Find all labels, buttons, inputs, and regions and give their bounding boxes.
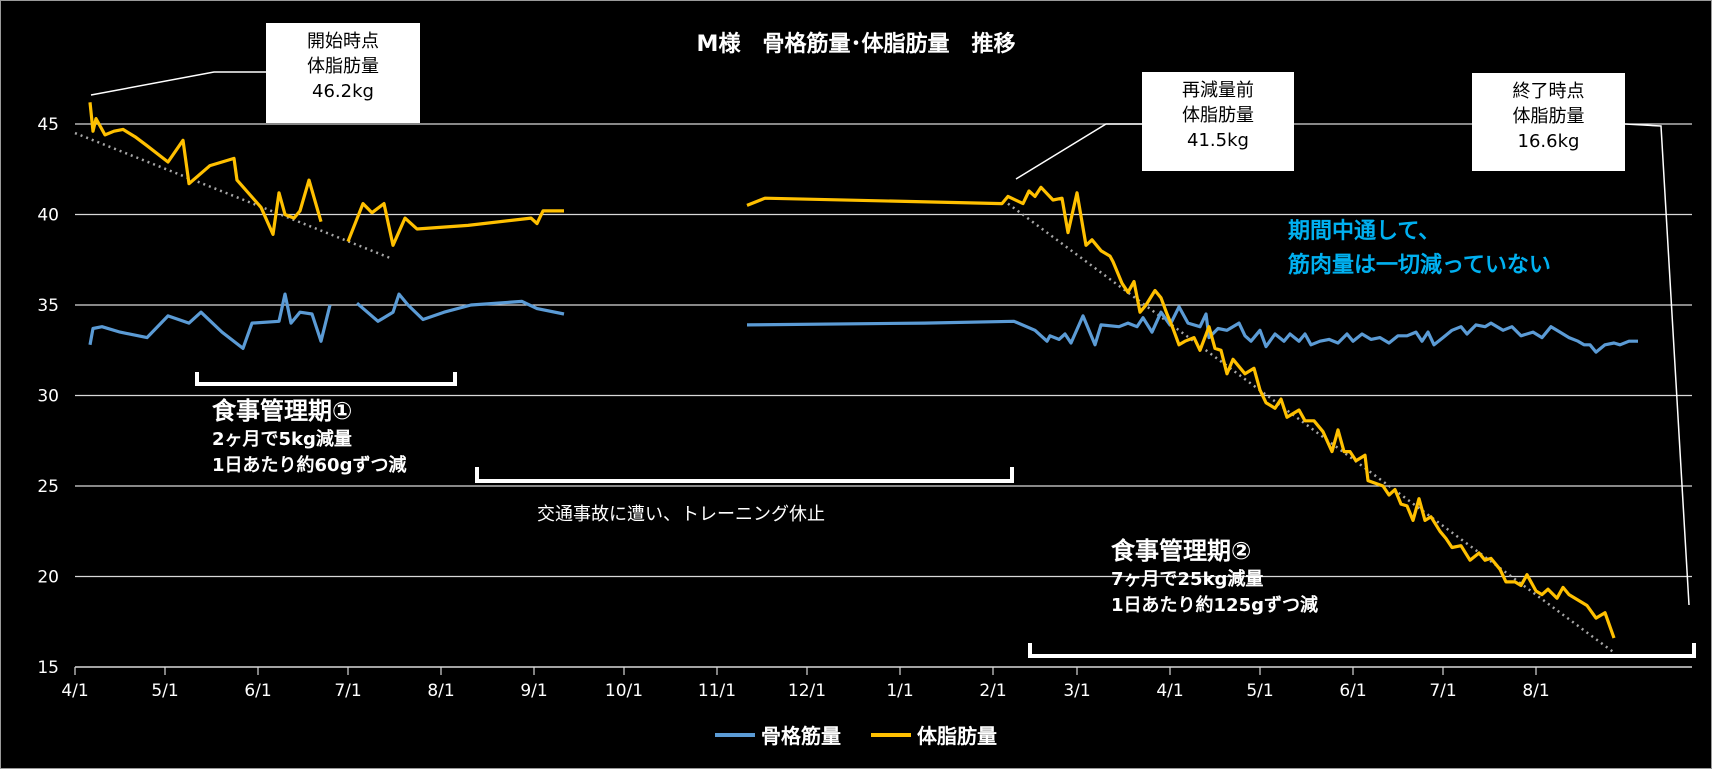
x-tick-label: 3/1 bbox=[1063, 681, 1090, 701]
x-tick-label: 4/1 bbox=[61, 681, 88, 701]
legend-item-fat: 体脂肪量 bbox=[871, 720, 997, 749]
start-callout-line1: 開始時点 bbox=[307, 31, 379, 52]
end-leader bbox=[1624, 123, 1690, 606]
x-tick-label: 11/1 bbox=[698, 681, 736, 701]
callout-leaders bbox=[90, 71, 1690, 606]
y-tick-label: 40 bbox=[37, 206, 59, 226]
muscle-series-line-1 bbox=[355, 292, 565, 323]
pre-callout-value: 41.5kg bbox=[1187, 130, 1249, 151]
phase2-bracket bbox=[1028, 643, 1696, 658]
x-tick-label: 4/1 bbox=[1156, 681, 1183, 701]
phase2-line2: 1日あたり約125gずつ減 bbox=[1111, 595, 1318, 616]
phase2-title: 食事管理期② bbox=[1111, 537, 1252, 565]
x-tick-label: 5/1 bbox=[151, 681, 178, 701]
end-callout-line1: 終了時点 bbox=[1512, 81, 1585, 102]
x-tick-label: 6/1 bbox=[244, 681, 271, 701]
accident-bracket bbox=[475, 467, 1014, 483]
end-callout-line2: 体脂肪量 bbox=[1512, 106, 1585, 127]
phase1-title: 食事管理期① bbox=[212, 397, 353, 425]
trendlines bbox=[74, 131, 1615, 654]
start-callout-value: 46.2kg bbox=[312, 81, 374, 102]
phase1-bracket bbox=[195, 372, 457, 386]
y-tick-label: 45 bbox=[37, 115, 59, 135]
start-callout: 開始時点 体脂肪量 46.2kg bbox=[266, 23, 420, 123]
period-brackets bbox=[195, 372, 1696, 658]
y-tick-label: 30 bbox=[37, 387, 59, 407]
x-tick-label: 1/1 bbox=[886, 681, 913, 701]
legend-label-fat: 体脂肪量 bbox=[917, 724, 997, 748]
phase2-note: 食事管理期② 7ヶ月で25kg減量 1日あたり約125gずつ減 bbox=[1111, 535, 1318, 619]
y-tick-label: 25 bbox=[37, 477, 59, 497]
axes: 15 20 25 30 35 40 45 4/1 5/1 6/1 7/1 8/1 9/1 10/1 11/1… bbox=[37, 115, 1692, 701]
pre-callout-line2: 体脂肪量 bbox=[1182, 105, 1254, 126]
end-callout: 終了時点 体脂肪量 16.6kg bbox=[1472, 73, 1625, 171]
x-tick-label: 7/1 bbox=[334, 681, 361, 701]
x-tick-label: 7/1 bbox=[1429, 681, 1456, 701]
x-tick-label: 8/1 bbox=[427, 681, 454, 701]
legend-item-muscle: 骨格筋量 bbox=[715, 720, 841, 749]
highlight-line2: 筋肉量は一切減っていない bbox=[1288, 253, 1551, 278]
muscle-highlight-note: 期間中通して、 筋肉量は一切減っていない bbox=[1288, 215, 1551, 283]
phase2-line1: 7ヶ月で25kg減量 bbox=[1111, 569, 1264, 590]
y-tick-label: 15 bbox=[37, 658, 59, 678]
x-tick-label: 8/1 bbox=[1522, 681, 1549, 701]
y-tick-label: 20 bbox=[37, 568, 59, 588]
start-leader bbox=[90, 71, 266, 96]
end-callout-value: 16.6kg bbox=[1517, 131, 1580, 152]
x-tick-label: 9/1 bbox=[520, 681, 547, 701]
start-callout-line2: 体脂肪量 bbox=[307, 56, 379, 77]
x-tick-label: 2/1 bbox=[979, 681, 1006, 701]
accident-note: 交通事故に遭い、トレーニング休止 bbox=[537, 504, 825, 525]
x-tick-label: 12/1 bbox=[788, 681, 826, 701]
x-tick-label: 5/1 bbox=[1246, 681, 1273, 701]
muscle-series-line-2 bbox=[746, 305, 1638, 354]
phase1-note: 食事管理期① 2ヶ月で5kg減量 1日あたり約60gずつ減 bbox=[212, 395, 406, 479]
data-series bbox=[88, 102, 1638, 639]
pre-callout-line1: 再減量前 bbox=[1182, 80, 1254, 101]
trendline-0 bbox=[74, 131, 391, 260]
phase1-line2: 1日あたり約60gずつ減 bbox=[212, 455, 407, 476]
y-tick-label: 35 bbox=[37, 296, 59, 316]
fat-series-line-1 bbox=[346, 202, 564, 247]
phase1-line1: 2ヶ月で5kg減量 bbox=[212, 429, 352, 450]
pre-leader bbox=[1015, 123, 1142, 180]
x-tick-label: 6/1 bbox=[1339, 681, 1366, 701]
fat-series-line-2 bbox=[746, 185, 1616, 639]
gridlines bbox=[75, 123, 1692, 578]
legend-swatch-muscle bbox=[715, 732, 755, 737]
legend-swatch-fat bbox=[871, 732, 911, 737]
x-tick-label: 10/1 bbox=[605, 681, 643, 701]
chart-title: M様 骨格筋量･体脂肪量 推移 bbox=[696, 32, 1016, 57]
fat-series-line-0 bbox=[88, 102, 323, 236]
pre-callout: 再減量前 体脂肪量 41.5kg bbox=[1142, 72, 1294, 171]
muscle-series-line-0 bbox=[88, 292, 332, 350]
legend: 骨格筋量 体脂肪量 bbox=[0, 720, 1712, 749]
legend-label-muscle: 骨格筋量 bbox=[761, 724, 841, 748]
highlight-line1: 期間中通して、 bbox=[1288, 219, 1441, 244]
